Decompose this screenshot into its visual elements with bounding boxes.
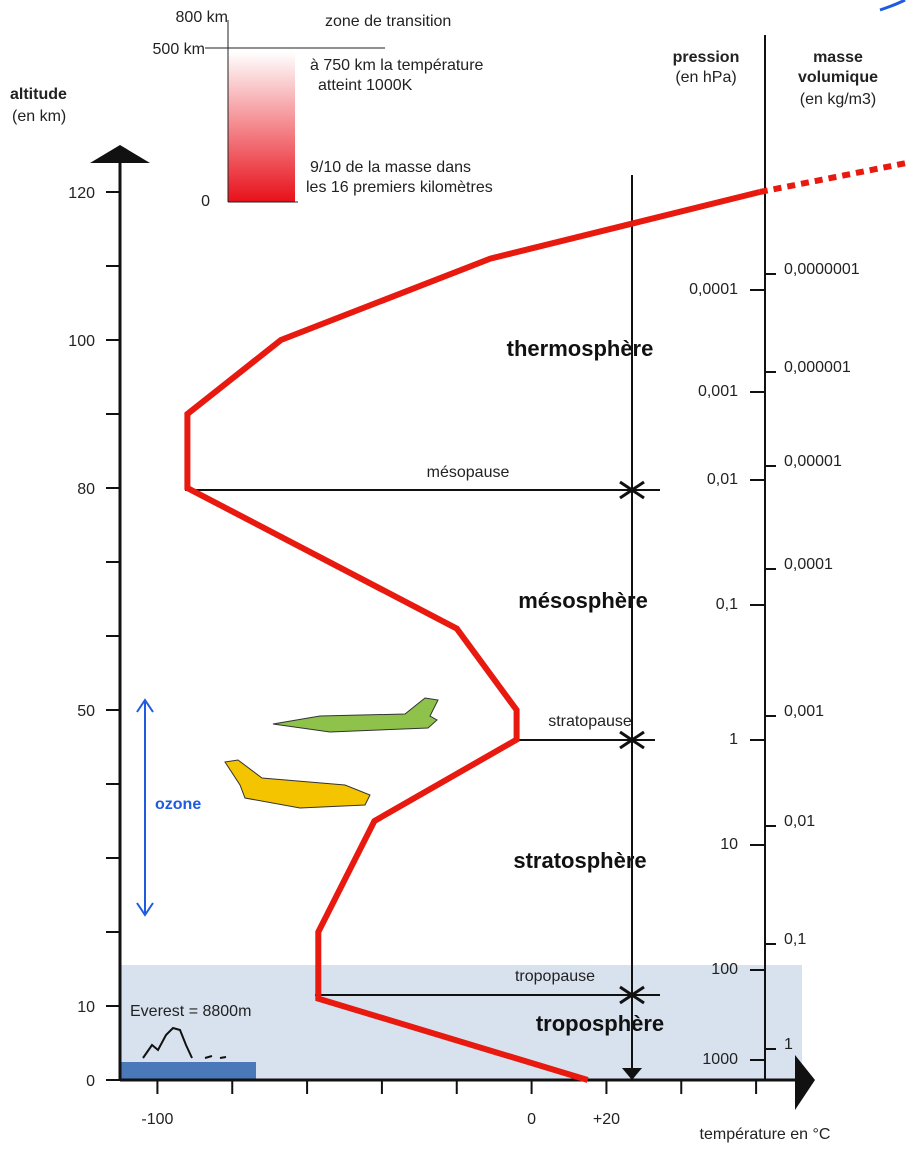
density-label: 0,0001 (784, 556, 833, 573)
inset-label: 800 km (176, 9, 228, 26)
y-tick-label: 100 (68, 333, 95, 350)
inset-gradient (228, 52, 295, 202)
corner-mark (880, 0, 905, 10)
pressure-label: 0,001 (698, 383, 738, 400)
pressure-unit: (en hPa) (675, 69, 736, 86)
density-title: masse (813, 49, 863, 66)
layer-label: thermosphère (507, 336, 654, 361)
chart: 800 km 500 km 0 zone de transition à 750… (0, 0, 911, 1150)
pressure-label: 100 (711, 961, 738, 978)
y-tick-label: 120 (68, 185, 95, 202)
inset-label: 0 (201, 193, 210, 210)
pressure-label: 0,01 (707, 471, 738, 488)
everest-label: Everest = 8800m (130, 1003, 251, 1020)
x-tick-label: -100 (141, 1111, 173, 1128)
ozone-arrow (137, 700, 153, 915)
x-tick-label: 0 (527, 1111, 536, 1128)
x-axis-arrow (795, 1055, 815, 1110)
density-title: volumique (798, 69, 878, 86)
layer-label: troposphère (536, 1011, 664, 1036)
y-axis-unit: (en km) (12, 108, 66, 125)
y-tick-label: 10 (77, 999, 95, 1016)
inset-note: atteint 1000K (318, 77, 413, 94)
density-unit: (en kg/m3) (800, 91, 876, 108)
layer-label: mésosphère (518, 588, 648, 613)
pressure-label: 1000 (702, 1051, 738, 1068)
inset-label: 500 km (153, 41, 205, 58)
pressure-label: 0,0001 (689, 281, 738, 298)
x-tick-label: +20 (593, 1111, 620, 1128)
density-label: 0,00001 (784, 453, 842, 470)
cargo-plane (225, 760, 370, 808)
jet-plane (273, 698, 438, 732)
y-axis-title: altitude (10, 86, 67, 103)
temperature-line (760, 162, 910, 192)
density-label: 0,1 (784, 931, 806, 948)
y-axis-arrow (90, 145, 150, 163)
boundary-label: mésopause (427, 464, 510, 481)
density-label: 0,01 (784, 813, 815, 830)
boundary-label: stratopause (548, 713, 632, 730)
inset-title: zone de transition (325, 13, 451, 30)
density-label: 0,000001 (784, 359, 851, 376)
ozone-label: ozone (155, 796, 201, 813)
density-label: 0,001 (784, 703, 824, 720)
y-tick-label: 50 (77, 703, 95, 720)
inset-note: 9/10 de la masse dans (310, 159, 471, 176)
pressure-label: 10 (720, 836, 738, 853)
temperature-line (187, 192, 759, 1080)
pressure-label: 1 (729, 731, 738, 748)
y-tick-label: 0 (86, 1073, 95, 1090)
x-axis-title: température en °C (700, 1126, 831, 1143)
inset-note: les 16 premiers kilomètres (306, 179, 493, 196)
density-label: 0,0000001 (784, 261, 860, 278)
ground-bar (120, 1062, 256, 1080)
layer-label: stratosphère (513, 848, 646, 873)
boundary-label: tropopause (515, 968, 595, 985)
density-label: 1 (784, 1036, 793, 1053)
pressure-label: 0,1 (716, 596, 738, 613)
y-tick-label: 80 (77, 481, 95, 498)
pressure-title: pression (673, 49, 740, 66)
inset-note: à 750 km la température (310, 57, 484, 74)
